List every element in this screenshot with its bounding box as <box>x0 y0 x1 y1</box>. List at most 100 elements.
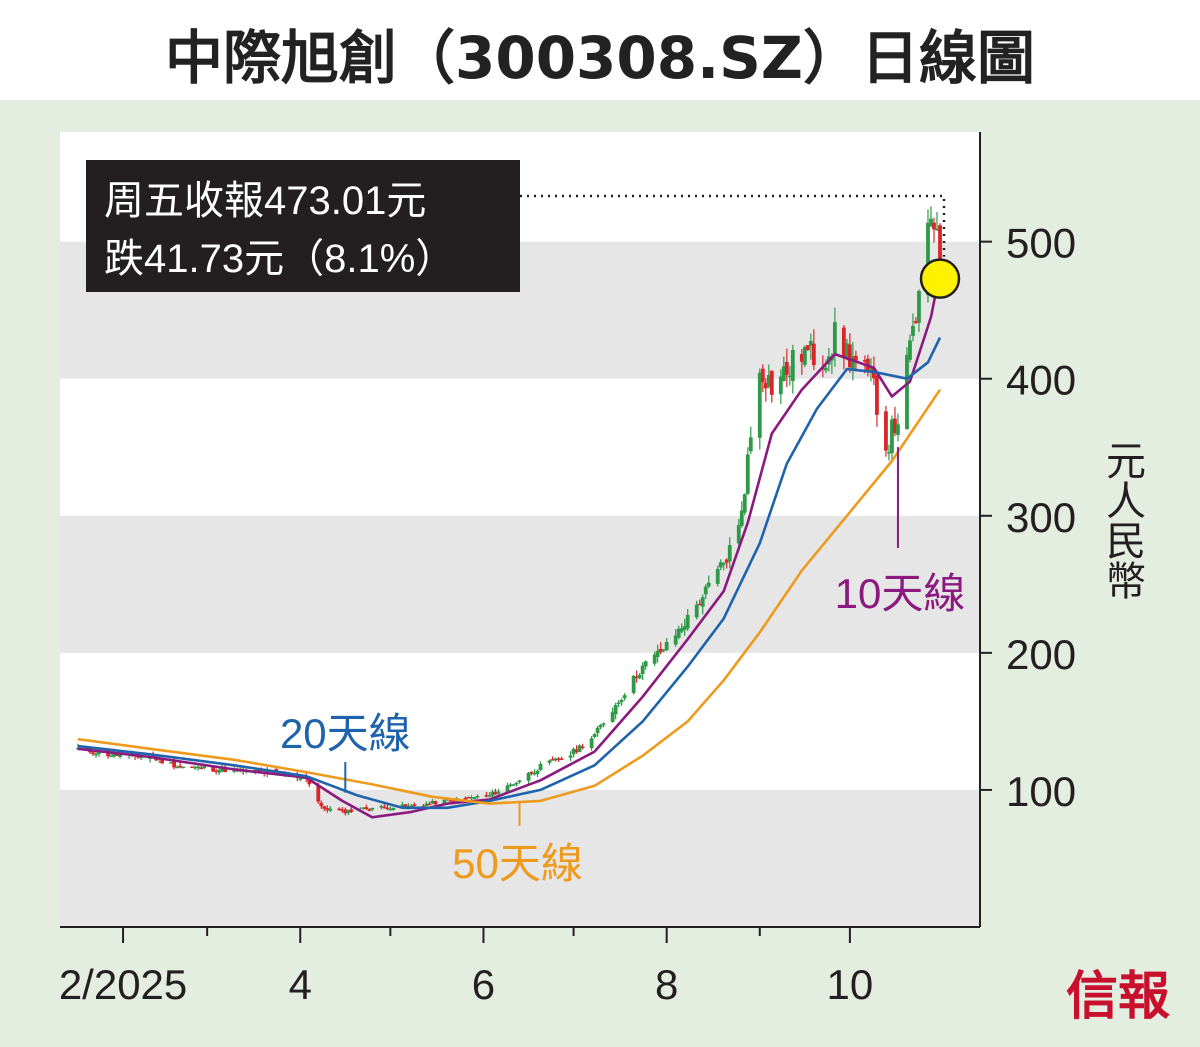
candle-down <box>484 795 489 797</box>
candle-up <box>508 784 513 787</box>
candle-up <box>568 755 573 758</box>
info-box <box>86 160 520 292</box>
candle-down <box>199 767 204 770</box>
candle-down <box>854 355 858 361</box>
candle-up <box>808 340 813 346</box>
candle-up <box>328 808 333 811</box>
candle-down <box>382 806 387 809</box>
candle-up <box>869 367 873 371</box>
annotations: 10天線 20天線 50天線 周五收報473.01元 跌41.73元（8.1%） <box>86 160 965 887</box>
candle-down <box>529 771 534 774</box>
candle-down <box>91 752 95 755</box>
candle-down <box>337 808 342 811</box>
candle-up <box>896 424 900 435</box>
candle-up <box>781 366 786 382</box>
candle-up <box>685 614 690 629</box>
candle-up <box>742 494 747 513</box>
candle-down <box>760 368 765 383</box>
candle-up <box>908 340 912 360</box>
candle-up <box>706 582 711 587</box>
y-axis-label: 元人民幣 <box>1100 440 1145 600</box>
ma10-label: 10天線 <box>835 570 966 617</box>
candle-up <box>472 797 477 800</box>
candle-up <box>700 597 705 607</box>
info-box-line1: 周五收報473.01元 <box>104 179 426 223</box>
candle-down <box>863 360 867 362</box>
last-close-pointer <box>520 194 946 257</box>
candle-up <box>592 734 597 737</box>
x-axis-ticks: 2/2025 4 6 8 10 <box>59 927 873 1008</box>
x-tick-label: 8 <box>655 961 678 1008</box>
candle-down <box>319 802 324 807</box>
candle-up <box>409 805 414 808</box>
candle-up <box>535 770 540 775</box>
candle-down <box>190 766 195 768</box>
candle-down <box>385 807 390 810</box>
candle-down <box>223 766 228 773</box>
candle-down <box>841 327 846 357</box>
x-tick-label: 2/2025 <box>59 961 187 1008</box>
candle-down <box>412 804 417 807</box>
candle-down <box>340 809 345 811</box>
candle-up <box>112 752 116 757</box>
candle-down <box>811 343 816 366</box>
candle-up <box>346 810 351 814</box>
candle-down <box>172 761 177 768</box>
candle-up <box>118 754 122 757</box>
candle-down <box>349 809 354 812</box>
candle-down <box>697 603 702 606</box>
candle-up <box>538 763 543 771</box>
y-tick-label: 300 <box>1006 494 1076 541</box>
candle-down <box>893 418 897 434</box>
candle-up <box>496 791 501 794</box>
candle-up <box>640 665 645 675</box>
candle-down <box>932 222 936 230</box>
candle-down <box>884 411 888 451</box>
candle-up <box>736 525 741 544</box>
candle-up <box>571 748 576 755</box>
candle-up <box>676 628 681 638</box>
candle-up <box>890 419 894 454</box>
candle-up <box>745 454 750 494</box>
candle-down <box>364 807 369 810</box>
candle-down <box>574 749 579 753</box>
y-axis-ticks: 100 200 300 400 500 <box>980 220 1076 815</box>
candle-up <box>601 723 606 725</box>
candle-up <box>850 356 855 370</box>
candle-down <box>160 759 164 764</box>
candle-down <box>325 808 330 811</box>
candle-up <box>739 510 744 526</box>
candle-down <box>307 780 312 785</box>
candle-down <box>178 765 183 768</box>
candle-up <box>631 675 636 693</box>
candle-up <box>757 372 762 438</box>
candle-up <box>661 649 666 652</box>
y-tick-label: 100 <box>1006 768 1076 815</box>
candle-up <box>76 747 80 750</box>
candle-down <box>724 559 729 563</box>
candle-up <box>370 807 375 810</box>
candle-up <box>379 805 384 808</box>
candle-down <box>466 796 471 799</box>
candle-up <box>553 758 558 761</box>
candle-up <box>361 807 366 810</box>
candle-up <box>911 325 915 336</box>
x-tick-label: 10 <box>827 961 874 1008</box>
moving-average-lines <box>77 271 942 819</box>
candle-up <box>109 755 113 758</box>
candle-up <box>505 785 510 792</box>
candle-up <box>490 791 495 796</box>
candle-down <box>559 758 564 761</box>
candle-up <box>613 705 618 715</box>
candle-up <box>442 799 447 805</box>
candle-up <box>802 346 807 365</box>
candle-up <box>637 674 642 679</box>
candle-up <box>598 724 603 728</box>
candle-down <box>914 321 918 324</box>
candle-down <box>658 648 663 653</box>
candle-up <box>694 604 699 618</box>
candle-down <box>875 376 879 415</box>
candle-down <box>872 368 876 379</box>
candle-up <box>139 756 143 759</box>
